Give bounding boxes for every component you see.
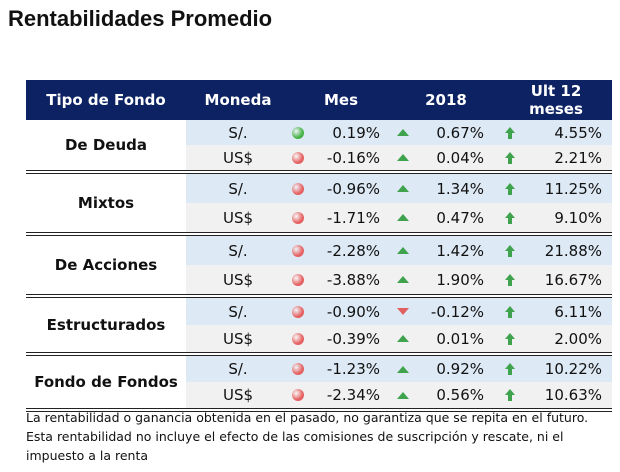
up-arrow-icon xyxy=(504,356,516,382)
fund-group: Estructurados S/. -0.90% -0.12% 6.11% US$ … xyxy=(26,298,612,356)
table-row: US$ -1.71% 0.47% 9.10% xyxy=(186,203,612,232)
up-arrow-icon xyxy=(504,203,516,232)
ult12-value: 2.00% xyxy=(554,329,602,348)
currency: US$ xyxy=(222,208,254,227)
ult12-value: 4.55% xyxy=(554,123,602,142)
red-circle-icon xyxy=(292,203,306,232)
up-arrow-icon xyxy=(504,174,516,203)
mes-value: -0.96% xyxy=(326,179,380,198)
table-row: US$ -3.88% 1.90% 16.67% xyxy=(186,265,612,294)
up-triangle-icon xyxy=(396,203,410,232)
up-triangle-icon xyxy=(396,382,410,408)
red-circle-icon xyxy=(292,145,306,170)
up-arrow-icon xyxy=(504,120,516,145)
up-triangle-icon xyxy=(396,174,410,203)
table-row: US$ -2.34% 0.56% 10.63% xyxy=(186,382,612,408)
currency: US$ xyxy=(222,329,254,348)
red-circle-icon xyxy=(292,174,306,203)
up-triangle-icon xyxy=(396,120,410,145)
up-triangle-icon xyxy=(396,356,410,382)
currency: S/. xyxy=(228,179,248,198)
up-triangle-icon xyxy=(396,325,410,352)
ult12-value: 11.25% xyxy=(544,179,602,198)
currency: S/. xyxy=(228,241,248,260)
mes-value: -2.34% xyxy=(326,386,380,404)
fund-group: De Acciones S/. -2.28% 1.42% 21.88% US$ -3… xyxy=(26,236,612,298)
ult12-value: 10.63% xyxy=(544,386,602,404)
ytd-value: 0.92% xyxy=(436,360,484,378)
up-arrow-icon xyxy=(504,265,516,294)
green-circle-icon xyxy=(292,120,306,145)
mes-value: -2.28% xyxy=(326,241,380,260)
ytd-value: 1.42% xyxy=(436,241,484,260)
disclaimer: La rentabilidad o ganancia obtenida en e… xyxy=(26,410,589,463)
ytd-value: 0.04% xyxy=(436,148,484,167)
header-2018: 2018 xyxy=(425,91,467,109)
up-arrow-icon xyxy=(504,382,516,408)
red-circle-icon xyxy=(292,382,306,408)
fund-group: Mixtos S/. -0.96% 1.34% 11.25% US$ -1.71% … xyxy=(26,174,612,236)
table-row: US$ -0.16% 0.04% 2.21% xyxy=(186,145,612,170)
up-arrow-icon xyxy=(504,236,516,265)
up-triangle-icon xyxy=(396,145,410,170)
fund-type: De Acciones xyxy=(54,256,158,274)
table-row: US$ -0.39% 0.01% 2.00% xyxy=(186,325,612,352)
fund-group: Fondo de Fondos S/. -1.23% 0.92% 10.22% US… xyxy=(26,356,612,412)
ytd-value: 0.47% xyxy=(436,208,484,227)
ytd-value: 0.56% xyxy=(436,386,484,404)
mes-value: -3.88% xyxy=(326,270,380,289)
returns-table: Tipo de Fondo Moneda Mes 2018 Ult 12 mes… xyxy=(26,80,612,412)
ult12-value: 16.67% xyxy=(544,270,602,289)
mes-value: -0.16% xyxy=(326,148,380,167)
table-row: S/. -1.23% 0.92% 10.22% xyxy=(186,356,612,382)
currency: S/. xyxy=(228,360,248,378)
red-circle-icon xyxy=(292,325,306,352)
mes-value: -0.39% xyxy=(326,329,380,348)
header-tipo: Tipo de Fondo xyxy=(46,91,166,109)
mes-value: -1.71% xyxy=(326,208,380,227)
mes-value: -1.23% xyxy=(326,360,380,378)
mes-value: -0.90% xyxy=(326,302,380,321)
header-ult12: Ult 12 meses xyxy=(529,82,583,118)
fund-group: De Deuda S/. 0.19% 0.67% 4.55% US$ -0.16% … xyxy=(26,120,612,174)
fund-type: Fondo de Fondos xyxy=(34,373,178,391)
mes-value: 0.19% xyxy=(332,123,380,142)
red-circle-icon xyxy=(292,236,306,265)
table-row: S/. 0.19% 0.67% 4.55% xyxy=(186,120,612,145)
ult12-value: 9.10% xyxy=(554,208,602,227)
fund-type: De Deuda xyxy=(64,136,147,154)
ult12-value: 2.21% xyxy=(554,148,602,167)
table-header: Tipo de Fondo Moneda Mes 2018 Ult 12 mes… xyxy=(26,80,612,120)
ytd-value: 0.67% xyxy=(436,123,484,142)
table-row: S/. -0.96% 1.34% 11.25% xyxy=(186,174,612,203)
ytd-value: -0.12% xyxy=(430,302,484,321)
currency: US$ xyxy=(222,386,254,404)
table-row: S/. -2.28% 1.42% 21.88% xyxy=(186,236,612,265)
fund-type: Estructurados xyxy=(46,316,166,334)
currency: US$ xyxy=(222,270,254,289)
currency: US$ xyxy=(222,148,254,167)
up-arrow-icon xyxy=(504,325,516,352)
ytd-value: 0.01% xyxy=(436,329,484,348)
ult12-value: 21.88% xyxy=(544,241,602,260)
red-circle-icon xyxy=(292,265,306,294)
ytd-value: 1.90% xyxy=(436,270,484,289)
fund-type: Mixtos xyxy=(77,194,135,212)
page-title: Rentabilidades Promedio xyxy=(8,6,273,31)
header-mes: Mes xyxy=(323,91,359,109)
down-triangle-icon xyxy=(396,298,410,325)
ytd-value: 1.34% xyxy=(436,179,484,198)
table-row: S/. -0.90% -0.12% 6.11% xyxy=(186,298,612,325)
currency: S/. xyxy=(228,302,248,321)
up-arrow-icon xyxy=(504,298,516,325)
ult12-value: 10.22% xyxy=(544,360,602,378)
ult12-value: 6.11% xyxy=(554,302,602,321)
red-circle-icon xyxy=(292,356,306,382)
up-triangle-icon xyxy=(396,265,410,294)
red-circle-icon xyxy=(292,298,306,325)
up-arrow-icon xyxy=(504,145,516,170)
header-moneda: Moneda xyxy=(204,91,272,109)
currency: S/. xyxy=(228,123,248,142)
up-triangle-icon xyxy=(396,236,410,265)
